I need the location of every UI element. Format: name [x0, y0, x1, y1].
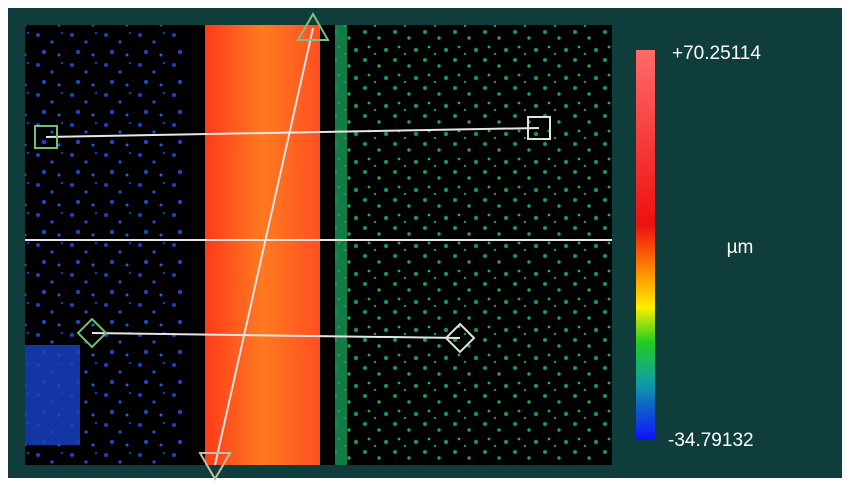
blue-patch [25, 345, 80, 445]
green-region [335, 25, 612, 465]
page: {"colorbar": {"max_label": "+70.25114", … [0, 0, 850, 486]
min-label: -34.79132 [668, 430, 754, 451]
viewer: +70.25114 µm -34.79132 [0, 0, 850, 486]
raised-band [205, 25, 320, 465]
color-bar [636, 50, 655, 440]
green-edge [335, 25, 347, 465]
unit-label: µm [727, 237, 754, 258]
max-label: +70.25114 [672, 43, 761, 64]
